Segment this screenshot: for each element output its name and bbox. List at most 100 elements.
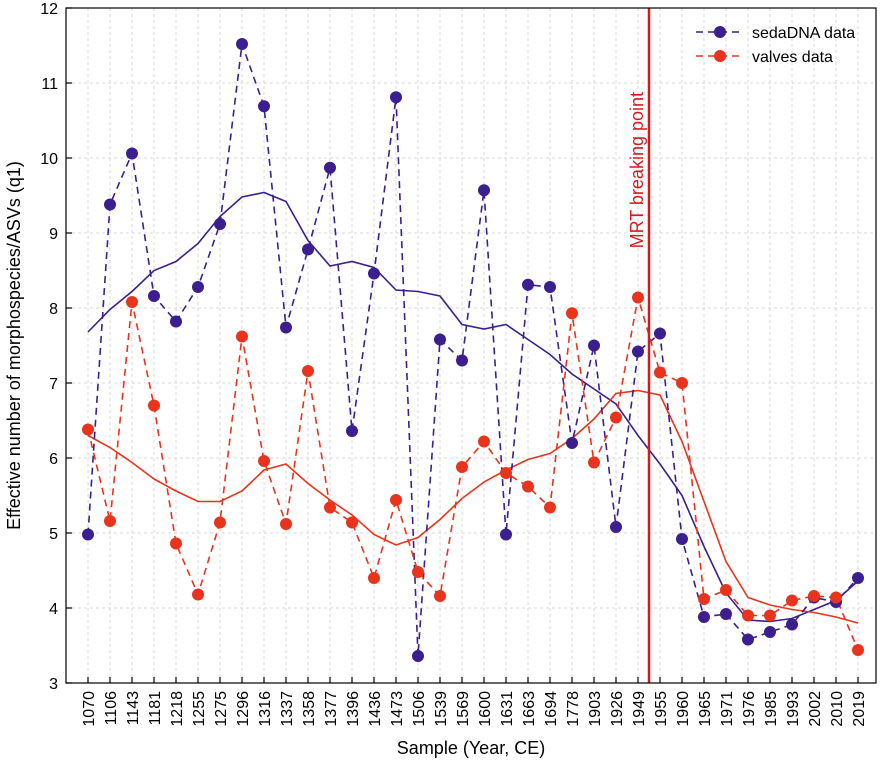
x-tick-label: 1569 [455, 691, 472, 727]
legend: sedaDNA data valves data [696, 25, 855, 66]
y-tick-label: 3 [49, 676, 58, 693]
data-point [368, 267, 380, 280]
data-point [214, 516, 226, 529]
data-point [698, 611, 710, 623]
x-tick-label: 1600 [477, 691, 494, 727]
y-axis-title: Effective number of morphospecies/ASVs (… [4, 161, 24, 530]
data-point [566, 437, 578, 449]
data-point [522, 480, 534, 493]
data-point [280, 321, 292, 334]
x-tick-label: 1631 [499, 691, 516, 727]
y-tick-label: 6 [49, 451, 58, 468]
data-point [192, 588, 204, 601]
data-point [324, 161, 336, 174]
data-point [500, 528, 512, 541]
data-point [676, 533, 688, 545]
x-tick-label: 1316 [257, 691, 274, 727]
data-point [82, 528, 94, 541]
x-tick-label: 1663 [521, 691, 538, 727]
legend-marker [714, 26, 726, 38]
data-point [852, 572, 864, 584]
x-tick-label: 1949 [631, 691, 648, 727]
data-point [390, 91, 402, 104]
data-point [764, 626, 776, 638]
data-point [456, 461, 468, 473]
data-point [236, 330, 248, 343]
data-point [456, 354, 468, 367]
x-tick-label: 1473 [389, 691, 406, 727]
data-point [478, 435, 490, 448]
y-tick-label: 9 [49, 226, 58, 243]
x-tick-label: 2002 [807, 691, 824, 727]
legend-marker [714, 50, 726, 62]
data-point [522, 278, 534, 291]
data-point [126, 147, 138, 160]
data-point [698, 593, 710, 605]
data-point [280, 518, 292, 530]
mrt-annotation: MRT breaking point [627, 8, 651, 683]
x-tick-label: 1985 [763, 691, 780, 727]
mrt-breaking-label: MRT breaking point [627, 92, 647, 248]
data-point [214, 218, 226, 230]
x-tick-label: 1926 [609, 691, 626, 727]
x-tick-label: 1296 [235, 691, 252, 727]
data-point [104, 198, 116, 211]
data-point [544, 281, 556, 293]
data-point [82, 423, 94, 436]
x-tick-label: 1976 [741, 691, 758, 727]
x-tick-label: 2010 [829, 691, 846, 727]
data-point [720, 608, 732, 620]
x-tick-label: 1106 [103, 691, 120, 726]
data-point [742, 609, 754, 622]
y-tick-label: 11 [41, 76, 58, 93]
data-point [742, 633, 754, 646]
x-tick-label: 1358 [301, 691, 318, 727]
data-point [324, 501, 336, 514]
data-point [500, 467, 512, 479]
data-point [808, 590, 820, 602]
data-point [148, 399, 160, 412]
x-tick-label: 1255 [191, 691, 208, 727]
x-tick-label: 1181 [147, 691, 164, 726]
data-point [786, 618, 798, 631]
data-point [588, 456, 600, 469]
data-point [368, 572, 380, 584]
data-point [654, 327, 666, 340]
y-tick-label: 7 [49, 376, 58, 393]
data-point [412, 650, 424, 662]
x-tick-label: 1396 [345, 691, 362, 727]
data-point [170, 537, 182, 550]
data-point [830, 591, 842, 604]
data-point [434, 590, 446, 602]
x-tick-label: 1377 [323, 691, 340, 727]
data-point [346, 425, 358, 437]
data-point [192, 281, 204, 293]
data-point [588, 339, 600, 352]
x-tick-label: 1694 [543, 691, 560, 727]
x-tick-label: 1903 [587, 691, 604, 727]
data-point [104, 515, 116, 527]
data-point [302, 243, 314, 256]
x-tick-label: 1778 [565, 691, 582, 727]
x-tick-label: 1955 [653, 691, 670, 727]
data-point [632, 345, 644, 358]
x-tick-label: 1218 [169, 691, 186, 727]
data-point [610, 521, 622, 533]
x-tick-label: 1960 [675, 691, 692, 727]
data-point [786, 594, 798, 607]
data-point [148, 290, 160, 302]
data-point [258, 100, 270, 113]
data-points [82, 38, 864, 662]
data-point [126, 296, 138, 308]
y-tick-label: 12 [40, 1, 58, 18]
data-point [170, 315, 182, 328]
x-tick-label: 1506 [411, 691, 428, 727]
x-tick-label: 1971 [719, 691, 736, 727]
data-point [676, 377, 688, 389]
data-point [478, 184, 490, 197]
data-point [258, 455, 270, 467]
y-tick-label: 10 [40, 151, 58, 168]
x-tick-label: 1993 [785, 691, 802, 727]
data-point [434, 333, 446, 346]
